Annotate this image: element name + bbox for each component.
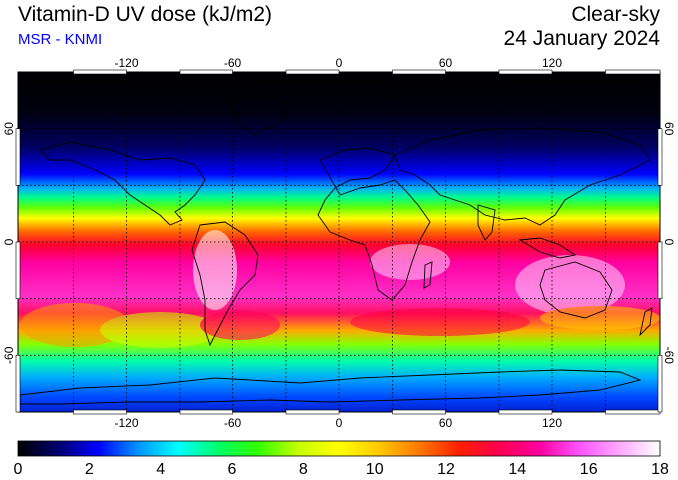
sky-mode-label: Clear-sky: [571, 3, 660, 26]
colorbar-tick-label: 10: [366, 461, 384, 478]
colorbar-tick-label: 0: [14, 461, 23, 478]
lon-tick-label: -120: [114, 416, 138, 430]
lat-tick-label: 0: [662, 239, 676, 246]
lat-tick-label: -60: [2, 346, 16, 364]
colorbar-tick-label: 18: [651, 461, 669, 478]
colorbar-tick-labels: 0 2 4 6 8 10 12 14 16 18: [14, 461, 669, 478]
colorbar-tick-label: 4: [156, 461, 165, 478]
colorbar-ramp: [17, 440, 661, 457]
lat-tick-label: 60: [662, 122, 676, 136]
coastlines: [19, 94, 653, 405]
colorbar-tick-label: 8: [299, 461, 308, 478]
map-frame: [15, 69, 663, 415]
left-latitude-labels: 60 0 -60: [2, 122, 16, 364]
bottom-longitude-labels: -120 -60 0 60 120: [114, 416, 562, 430]
graticule: [18, 72, 660, 412]
lon-tick-label: 120: [542, 416, 562, 430]
map-title: Vitamin-D UV dose (kJ/m2): [18, 3, 273, 26]
lon-tick-label: -60: [224, 56, 242, 70]
lat-tick-label: 0: [2, 238, 16, 245]
colorbar-tick-label: 2: [85, 461, 94, 478]
source-credit: MSR - KNMI: [18, 31, 103, 48]
top-longitude-labels: -120 -60 0 60 120: [114, 56, 562, 70]
lon-tick-label: -60: [224, 416, 242, 430]
lon-tick-label: 0: [336, 416, 343, 430]
lon-tick-label: 120: [542, 56, 562, 70]
colorbar-tick-label: 6: [228, 461, 237, 478]
lat-tick-label: -60: [662, 347, 676, 365]
colorbar-tick-label: 14: [508, 461, 526, 478]
colorbar-tick-label: 16: [580, 461, 598, 478]
colorbar-tick-label: 12: [437, 461, 455, 478]
map-date: 24 January 2024: [503, 27, 660, 50]
right-latitude-labels: 60 0 -60: [662, 122, 676, 364]
lon-tick-label: 60: [439, 416, 453, 430]
colorbar: 0 2 4 6 8 10 12 14 16 18: [14, 440, 669, 478]
lat-tick-label: 60: [2, 122, 16, 136]
lon-tick-label: 0: [336, 56, 343, 70]
lon-tick-label: -120: [114, 56, 138, 70]
lon-tick-label: 60: [439, 56, 453, 70]
